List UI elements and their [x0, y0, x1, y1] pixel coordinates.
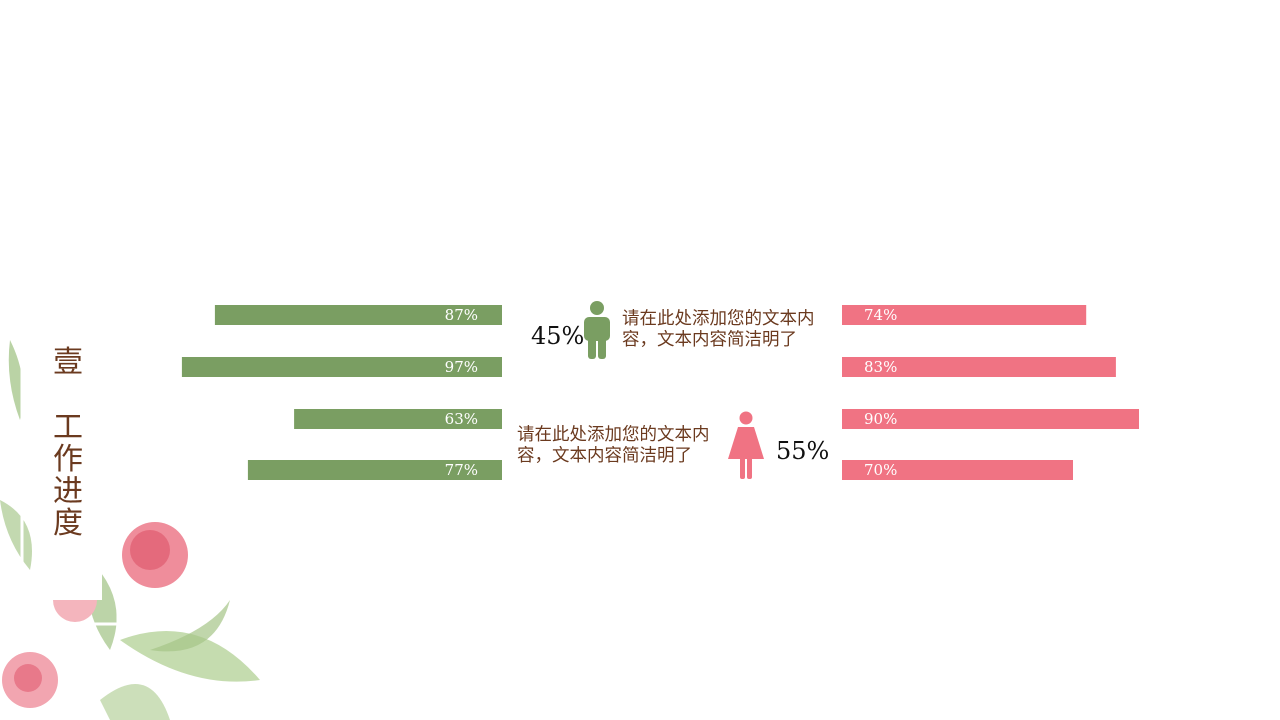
sidebar-panel: [32, 340, 102, 600]
frame: [20, 336, 120, 626]
bar: [842, 305, 1087, 325]
value-label: 74%: [864, 306, 897, 324]
male-percent: 45%: [531, 322, 585, 350]
value-label: 83%: [864, 358, 897, 376]
value-label: 63%: [445, 410, 478, 428]
bar: [181, 357, 502, 377]
bar: [842, 357, 1116, 377]
value-label: 97%: [445, 358, 478, 376]
sidebar-number: 壹: [53, 345, 83, 380]
sidebar-title: 工作进度: [53, 410, 83, 541]
value-label: 70%: [864, 461, 897, 479]
bar: [214, 305, 502, 325]
female-icon: [728, 411, 764, 479]
value-label: 77%: [445, 461, 478, 479]
female-text: 请在此处添加您的文本内容，文本内容简洁明了: [517, 425, 710, 466]
male-text: 请在此处添加您的文本内容，文本内容简洁明了: [622, 309, 815, 350]
bar: [247, 460, 502, 480]
bar: [294, 409, 502, 429]
value-label: 90%: [864, 410, 897, 428]
male-icon: [584, 301, 610, 359]
female-percent: 55%: [776, 437, 830, 465]
bar: [842, 460, 1073, 480]
value-label: 87%: [445, 306, 478, 324]
bar: [842, 409, 1139, 429]
